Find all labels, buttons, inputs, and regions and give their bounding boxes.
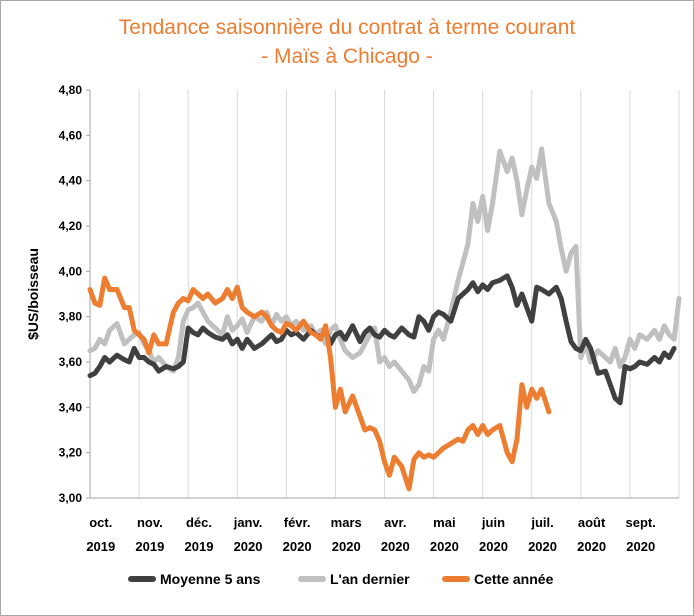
y-tick-label: 3,80: [59, 310, 83, 324]
x-tick-label-year: 2020: [234, 539, 263, 554]
x-tick-label-month: avr.: [384, 515, 406, 530]
x-tick-labels: oct. 2019 nov. 2019 déc. 2019 janv. 2020 févr. 20…: [86, 515, 656, 554]
chart-subtitle: - Maïs à Chicago -: [261, 45, 433, 68]
legend-swatch-cette-annee: [442, 576, 470, 582]
y-tick-label: 4,80: [59, 83, 83, 97]
y-tick-label: 4,00: [59, 264, 83, 278]
chart-title: Tendance saisonnière du contrat à terme …: [118, 16, 576, 39]
x-tick-label-year: 2019: [135, 539, 164, 554]
series-line-cette-annee: [87, 275, 552, 492]
x-tick-label-year: 2019: [185, 539, 214, 554]
x-tick-label-year: 2020: [528, 539, 557, 554]
y-tick-label: 4,60: [59, 128, 83, 142]
y-tick-label: 3,60: [59, 355, 83, 369]
legend-label-an-dernier: L'an dernier: [330, 571, 410, 587]
x-tick-label-year: 2020: [332, 539, 361, 554]
legend-swatch-an-dernier: [298, 576, 326, 582]
y-tick-label: 3,20: [59, 446, 83, 460]
x-tick-label-month: déc.: [186, 515, 212, 530]
x-tick-label-year: 2020: [381, 539, 410, 554]
x-tick-label-month: mars: [331, 515, 362, 530]
x-tick-label-year: 2020: [430, 539, 459, 554]
x-tick-label-year: 2020: [577, 539, 606, 554]
legend-label-moyenne: Moyenne 5 ans: [160, 571, 261, 587]
legend-swatch-moyenne: [128, 576, 156, 582]
x-tick-label-month: août: [578, 515, 606, 530]
y-axis-label: $US/boisseau: [25, 248, 41, 340]
legend-item-an-dernier: L'an dernier: [298, 568, 410, 590]
y-tick-label: 4,40: [59, 174, 83, 188]
gridlines: [138, 90, 680, 498]
y-tick-label: 3,00: [59, 491, 83, 505]
x-tick-label-month: nov.: [137, 515, 163, 530]
x-tick-label-month: janv.: [233, 515, 263, 530]
series-line-moyenne-5-ans: [87, 273, 677, 406]
legend: Moyenne 5 ans L'an dernier Cette année: [0, 568, 694, 590]
y-tick-label: 3,40: [59, 400, 83, 414]
x-tick-label-month: oct.: [89, 515, 112, 530]
x-tick-label-month: juin: [481, 515, 505, 530]
legend-item-cette-annee: Cette année: [442, 568, 553, 590]
x-tick-label-year: 2020: [283, 539, 312, 554]
x-tick-label-month: juil.: [530, 515, 553, 530]
y-tick-labels: 4,80 4,60 4,40 4,20 4,00 3,80 3,60 3,40 3,20 3,00: [59, 83, 90, 505]
x-tick-label-year: 2020: [479, 539, 508, 554]
series-lines: [87, 146, 682, 492]
legend-label-cette-annee: Cette année: [474, 571, 554, 587]
x-tick-label-month: févr.: [284, 515, 311, 530]
legend-item-moyenne: Moyenne 5 ans: [128, 568, 260, 590]
x-tick-label-month: sept.: [626, 515, 656, 530]
x-tick-label-year: 2019: [86, 539, 115, 554]
x-tick-label-year: 2020: [626, 539, 655, 554]
series-line-an-dernier: [87, 146, 682, 394]
x-tick-label-month: mai: [433, 515, 455, 530]
y-tick-label: 4,20: [59, 219, 83, 233]
